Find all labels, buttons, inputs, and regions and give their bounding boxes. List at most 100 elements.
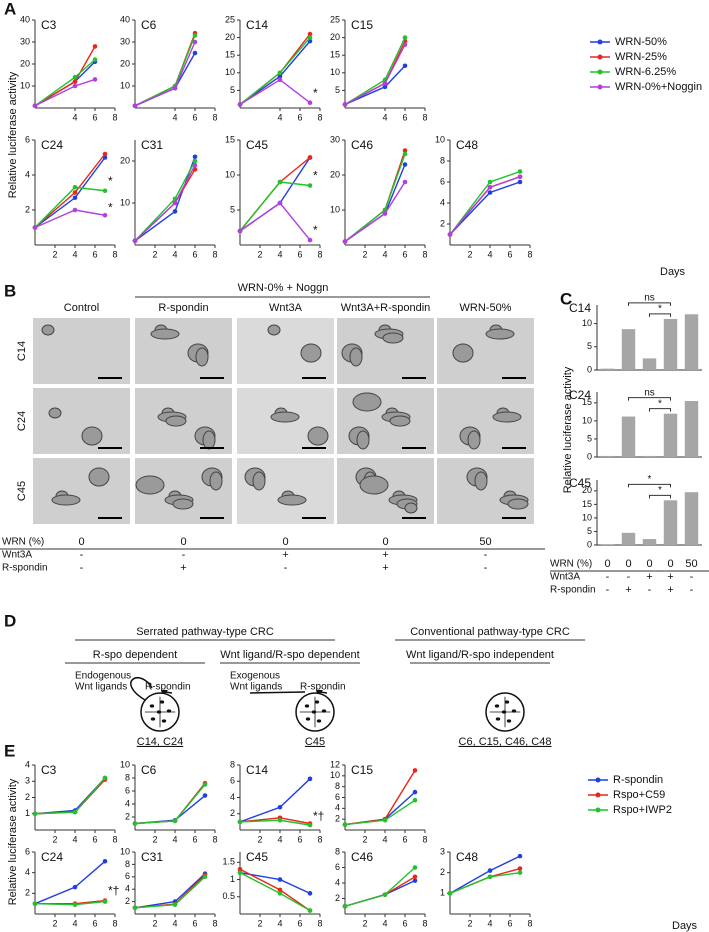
- data-point: [92, 77, 98, 82]
- x-tick-label: 4: [382, 249, 387, 259]
- series-line: [34, 186, 106, 228]
- y-tick-label: 5: [587, 526, 592, 536]
- data-point: [102, 212, 108, 218]
- organoid: [359, 475, 389, 495]
- data-point: [172, 902, 178, 907]
- type-title: R-spo dependent: [93, 649, 177, 661]
- bar: [663, 500, 678, 545]
- y-tick-label: 20: [330, 32, 340, 42]
- cell-nucleus: [305, 717, 311, 721]
- series-line: [134, 795, 206, 825]
- y-tick-label: 5: [230, 85, 235, 95]
- annotation: *: [108, 200, 113, 214]
- x-axis-label: Days: [660, 266, 686, 278]
- bar: [621, 532, 636, 545]
- series-line: [134, 41, 196, 107]
- y-tick-label: 4: [335, 803, 340, 813]
- condition-value: -: [648, 584, 652, 596]
- cell-nucleus: [314, 700, 320, 704]
- condition-label: R-spondin: [550, 585, 596, 596]
- organoid: [172, 498, 194, 510]
- y-tick-label: 10: [120, 759, 130, 769]
- series-line: [344, 181, 406, 243]
- y-tick-label: 5: [587, 341, 592, 351]
- data-point: [72, 195, 78, 201]
- x-tick-label: 8: [422, 834, 427, 844]
- ligand-label: Exogenous: [230, 671, 280, 682]
- chart-title: C48: [456, 138, 478, 152]
- data-point: [237, 228, 243, 234]
- x-tick-label: 2: [257, 918, 262, 928]
- row-label: C14: [16, 341, 28, 361]
- y-tick-label: 10: [330, 67, 340, 77]
- chart-title: C6: [141, 18, 157, 32]
- y-tick-label: 15: [225, 50, 235, 60]
- organoid: [300, 343, 322, 363]
- data-point: [412, 789, 418, 795]
- data-point: [72, 190, 78, 195]
- data-point: [32, 901, 38, 906]
- data-point: [237, 102, 243, 107]
- y-axis-label: Relative luciferase activity: [7, 71, 19, 198]
- y-tick-label: 10: [330, 204, 340, 214]
- data-point: [72, 884, 78, 890]
- y-tick-label: 20: [582, 485, 592, 495]
- row-label: C45: [16, 481, 28, 501]
- bar: [600, 455, 615, 457]
- legend-marker: [597, 39, 603, 45]
- data-point: [382, 892, 388, 897]
- x-tick-label: 2: [257, 834, 262, 844]
- series-line: [34, 777, 106, 815]
- legend-label: WRN-50%: [615, 36, 667, 48]
- data-point: [102, 188, 108, 194]
- condition-value: +: [625, 584, 631, 596]
- y-tick-label: 6: [125, 871, 130, 881]
- cell-nucleus: [159, 700, 165, 704]
- y-tick-label: 5: [335, 85, 340, 95]
- data-point: [307, 908, 313, 913]
- micrograph: [437, 388, 534, 454]
- condition-value: +: [382, 562, 388, 574]
- organoid: [467, 430, 481, 450]
- y-tick-label: 8: [125, 859, 130, 869]
- micrograph: [337, 458, 434, 524]
- data-point: [342, 903, 348, 909]
- cell-nucleus: [316, 719, 322, 723]
- data-point: [402, 179, 408, 185]
- organoid: [51, 494, 81, 506]
- series-line: [134, 160, 196, 242]
- condition-value: -: [284, 562, 288, 574]
- organoid: [81, 426, 103, 446]
- y-tick-label: 2: [440, 218, 445, 228]
- legend-label: WRN-6.25%: [615, 66, 676, 78]
- factor-label: R-spondin: [300, 682, 346, 693]
- series-line: [344, 770, 416, 826]
- data-point: [172, 818, 178, 824]
- organoid: [307, 426, 329, 446]
- x-tick-label: 6: [92, 112, 97, 122]
- significance-label: *: [648, 474, 652, 485]
- series-line: [134, 52, 196, 107]
- y-tick-label: 4: [125, 798, 130, 808]
- legend-label: WRN-25%: [615, 51, 667, 63]
- x-tick-label: 6: [297, 834, 302, 844]
- data-point: [92, 44, 98, 49]
- series-line: [134, 35, 196, 107]
- x-tick-label: 4: [382, 918, 387, 928]
- x-tick-label: 8: [212, 918, 217, 928]
- significance-bracket: [649, 408, 671, 412]
- condition-label: WRN (%): [550, 559, 592, 570]
- organoid: [267, 324, 281, 336]
- chart-title: C24: [569, 388, 591, 402]
- series-line: [134, 873, 206, 909]
- x-tick-label: 4: [277, 112, 282, 122]
- x-tick-label: 4: [487, 249, 492, 259]
- data-point: [307, 155, 313, 160]
- data-point: [132, 238, 138, 244]
- micrograph: [337, 388, 434, 454]
- condition-value: -: [80, 549, 84, 561]
- data-point: [342, 239, 348, 244]
- panel-label: D: [4, 611, 16, 630]
- column-header: Wnt3A: [269, 302, 303, 314]
- data-point: [277, 74, 283, 79]
